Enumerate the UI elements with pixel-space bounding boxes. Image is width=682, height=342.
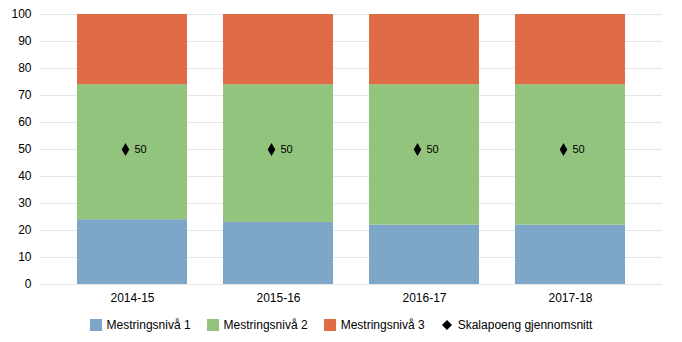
svg-text:70: 70: [18, 88, 32, 102]
svg-text:50: 50: [18, 142, 32, 156]
svg-text:2017-18: 2017-18: [548, 291, 592, 305]
html-text:Mestringsnivå 2: Mestringsnivå 2: [223, 318, 308, 332]
svg-text:50: 50: [281, 143, 293, 155]
svg-text:100: 100: [11, 7, 31, 21]
svg-text:0: 0: [25, 277, 32, 291]
svg-text:40: 40: [18, 169, 32, 183]
svg-text:50: 50: [135, 143, 147, 155]
svg-text:2014-15: 2014-15: [110, 291, 154, 305]
svg-text:60: 60: [18, 115, 32, 129]
svg-text:2015-16: 2015-16: [256, 291, 300, 305]
svg-text:30: 30: [18, 196, 32, 210]
svg-text:80: 80: [18, 61, 32, 75]
html-text:Skalapoeng gjennomsnitt: Skalapoeng gjennomsnitt: [457, 318, 593, 332]
svg-text:2016-17: 2016-17: [402, 291, 446, 305]
svg-text:50: 50: [573, 143, 585, 155]
svg-text:20: 20: [18, 223, 32, 237]
svg-text:90: 90: [18, 34, 32, 48]
html-text:Mestringsnivå 3: Mestringsnivå 3: [340, 318, 425, 332]
svg-text:10: 10: [18, 250, 32, 264]
svg-text:50: 50: [427, 143, 439, 155]
html-text:Mestringsnivå 1: Mestringsnivå 1: [106, 318, 191, 332]
